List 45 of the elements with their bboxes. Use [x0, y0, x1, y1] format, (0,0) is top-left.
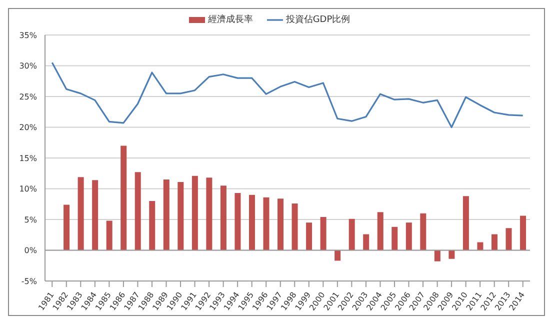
bar: [120, 146, 127, 250]
bar: [477, 242, 484, 250]
bar: [149, 201, 156, 250]
bar: [178, 182, 184, 250]
bar: [462, 196, 469, 250]
bar: [506, 228, 512, 250]
bar: [334, 250, 341, 261]
legend-label: 經濟成長率: [208, 14, 253, 26]
y-tick-label: 5%: [24, 215, 38, 224]
bar: [263, 197, 270, 250]
bar: [163, 180, 170, 250]
bar: [320, 217, 326, 250]
bar: [348, 218, 355, 250]
bar: [363, 234, 370, 250]
bar: [206, 178, 212, 250]
line-series: [51, 62, 524, 128]
y-tick-label: 15%: [19, 154, 38, 163]
y-tick-label: 20%: [19, 123, 38, 132]
bar: [520, 216, 526, 250]
bar: [248, 194, 255, 250]
bar: [406, 222, 412, 250]
bar: [134, 172, 141, 250]
bar: [420, 213, 426, 250]
bar: [292, 204, 298, 250]
y-tick-label: 10%: [19, 184, 38, 194]
bar: [448, 250, 455, 259]
y-tick-label: 35%: [19, 30, 38, 40]
legend-label: 投資佔GDP比例: [286, 14, 350, 26]
bar: [392, 226, 398, 250]
bar: [64, 204, 70, 250]
y-tick-label: -5%: [21, 276, 38, 286]
bar: [220, 186, 226, 250]
bar: [78, 177, 84, 250]
y-tick-label: 25%: [19, 92, 38, 102]
y-tick-label: 0%: [24, 246, 38, 256]
bar: [234, 193, 241, 250]
bar: [434, 250, 440, 262]
bar: [377, 212, 384, 250]
bar: [192, 176, 198, 250]
y-tick-label: 30%: [19, 62, 38, 71]
bar: [278, 198, 284, 250]
bar: [92, 180, 98, 250]
bar: [306, 222, 312, 250]
bar: [491, 234, 498, 250]
bar: [106, 220, 112, 250]
